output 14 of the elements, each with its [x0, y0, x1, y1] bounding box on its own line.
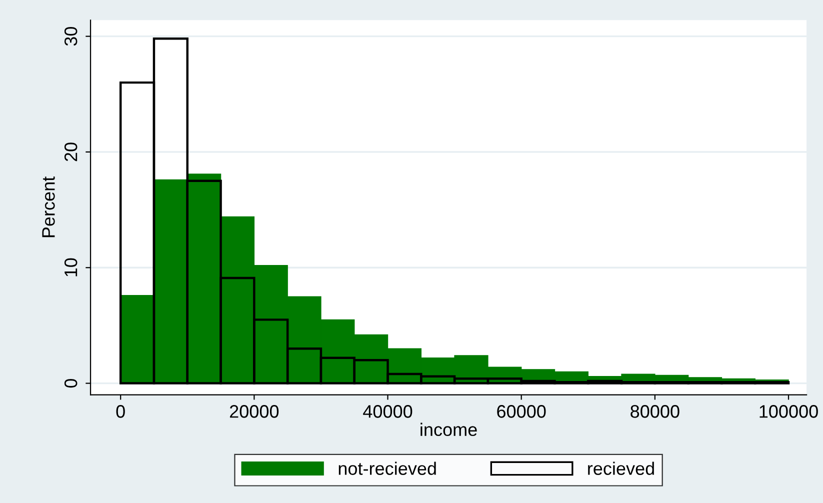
x-axis-title: income [420, 422, 477, 436]
y-axis-title: Percent [42, 176, 55, 238]
y-tick-label: 0 [64, 378, 78, 388]
y-tick-label: 10 [64, 258, 78, 276]
x-tick-label: 80000 [630, 405, 680, 418]
x-tick-label: 60000 [497, 405, 546, 418]
x-tick-label: 20000 [230, 405, 279, 418]
y-tick-label: 20 [64, 142, 78, 162]
x-tick-label: 40000 [363, 405, 412, 418]
x-tick-label: 100000 [760, 405, 818, 418]
y-tick-label: 30 [64, 26, 78, 46]
legend-label: not-recieved [338, 462, 436, 475]
x-tick-label: 0 [116, 405, 125, 418]
legend-label: recieved [588, 462, 654, 475]
